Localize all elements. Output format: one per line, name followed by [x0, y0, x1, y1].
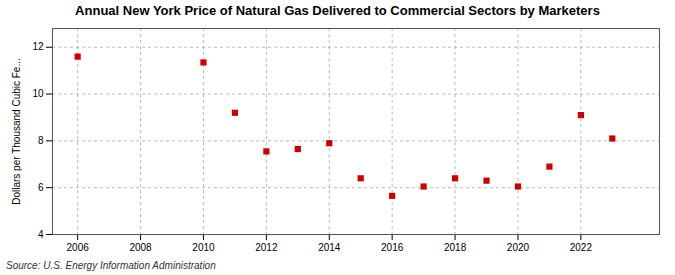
svg-text:4: 4 [38, 229, 44, 240]
svg-text:10: 10 [32, 88, 44, 99]
svg-text:2010: 2010 [192, 242, 215, 253]
svg-text:2018: 2018 [444, 242, 467, 253]
svg-text:8: 8 [38, 135, 44, 146]
svg-text:2012: 2012 [255, 242, 278, 253]
svg-text:2014: 2014 [318, 242, 341, 253]
svg-text:Dollars per Thousand Cubic Fe.: Dollars per Thousand Cubic Fe... [11, 58, 22, 205]
html-text:Annual New York Price of Natur: Annual New York Price of Natural Gas Del… [75, 3, 600, 18]
svg-text:2022: 2022 [570, 242, 593, 253]
svg-text:2008: 2008 [129, 242, 152, 253]
svg-text:6: 6 [38, 182, 44, 193]
svg-text:2020: 2020 [507, 242, 530, 253]
svg-text:2006: 2006 [67, 242, 90, 253]
svg-text:2016: 2016 [381, 242, 404, 253]
svg-text:12: 12 [32, 41, 44, 52]
html-text:Source: U.S. Energy Informatio: Source: U.S. Energy Information Administ… [6, 260, 216, 271]
